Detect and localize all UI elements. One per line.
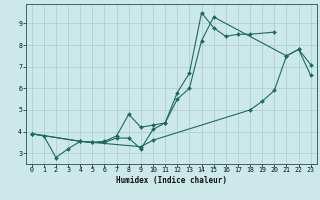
X-axis label: Humidex (Indice chaleur): Humidex (Indice chaleur)	[116, 176, 227, 185]
